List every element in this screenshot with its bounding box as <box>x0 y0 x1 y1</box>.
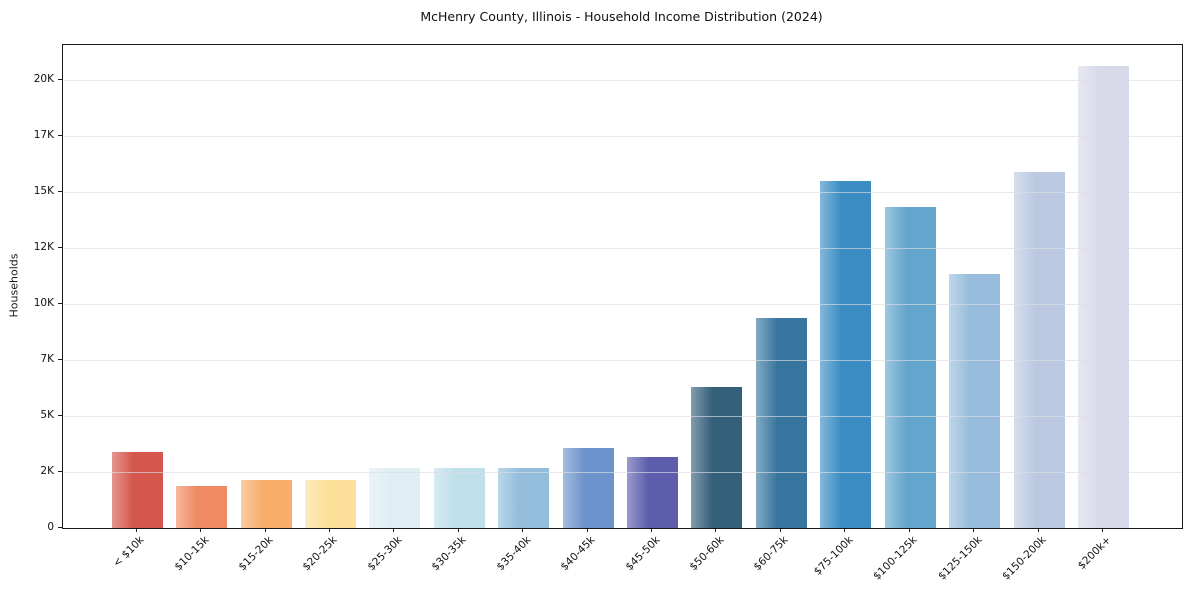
y-tick-label: 10K <box>33 296 54 309</box>
y-tick-label: 20K <box>33 73 54 86</box>
y-tick-label: 15K <box>33 184 54 197</box>
y-tick-mark <box>58 190 62 192</box>
x-tick-mark <box>1037 528 1039 532</box>
x-tick-mark <box>522 528 524 532</box>
x-tick-mark <box>200 528 202 532</box>
bar <box>240 480 292 528</box>
bar <box>691 387 743 528</box>
x-tick-mark <box>973 528 975 532</box>
y-tick-mark <box>58 526 62 528</box>
bar <box>176 485 228 528</box>
bar <box>884 207 936 528</box>
bar <box>304 480 356 528</box>
y-tick-label: 5K <box>40 408 54 421</box>
y-tick-mark <box>58 470 62 472</box>
bar <box>369 468 421 528</box>
x-tick-mark <box>457 528 459 532</box>
y-tick-mark <box>58 358 62 360</box>
x-tick-mark <box>328 528 330 532</box>
y-tick-label: 17K <box>33 128 54 141</box>
x-tick-mark <box>908 528 910 532</box>
bar <box>433 467 485 528</box>
bar <box>1013 171 1065 528</box>
x-tick-mark <box>779 528 781 532</box>
y-tick-label: 0 <box>47 520 54 533</box>
bar <box>562 447 614 528</box>
x-tick-mark <box>844 528 846 532</box>
x-tick-mark <box>715 528 717 532</box>
plot-area <box>62 44 1183 529</box>
bar <box>498 467 550 528</box>
y-tick-mark <box>58 246 62 248</box>
y-tick-mark <box>58 79 62 81</box>
x-tick-mark <box>651 528 653 532</box>
y-tick-label: 7K <box>40 352 54 365</box>
bar <box>1078 66 1129 528</box>
y-tick-mark <box>58 134 62 136</box>
x-tick-label: < $10k <box>111 534 147 570</box>
x-tick-mark <box>135 528 137 532</box>
x-tick-mark <box>586 528 588 532</box>
bar <box>111 451 163 528</box>
bar <box>627 457 679 528</box>
gridline <box>63 135 1182 137</box>
chart-title: McHenry County, Illinois - Household Inc… <box>420 9 823 24</box>
gridline <box>63 80 1182 82</box>
bar <box>949 274 1001 528</box>
x-tick-mark <box>264 528 266 532</box>
y-tick-label: 2K <box>40 464 54 477</box>
bar <box>820 180 872 528</box>
x-tick-mark <box>393 528 395 532</box>
y-tick-label: 12K <box>33 240 54 253</box>
y-axis-label: Households <box>7 253 21 318</box>
bar <box>755 317 807 528</box>
x-tick-mark <box>1102 528 1103 532</box>
y-tick-mark <box>58 414 62 416</box>
y-tick-mark <box>58 302 62 304</box>
